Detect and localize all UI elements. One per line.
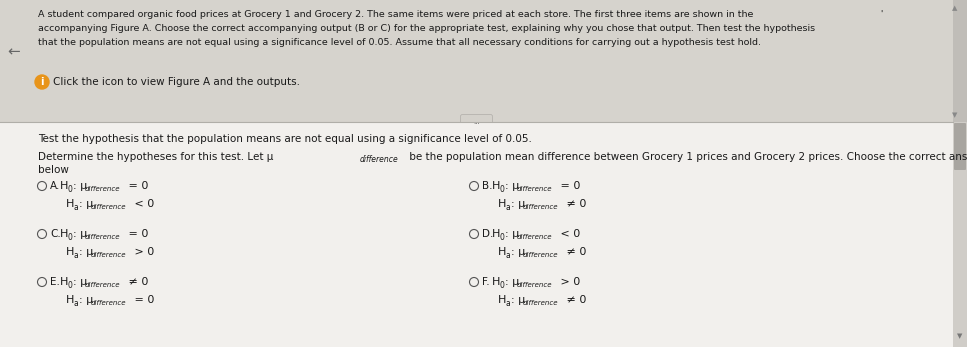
Text: ▼: ▼	[952, 112, 957, 118]
Text: = 0: = 0	[131, 295, 155, 305]
Text: 0: 0	[500, 232, 505, 242]
Text: H: H	[492, 181, 500, 191]
Text: : μ: : μ	[73, 229, 87, 239]
Text: a: a	[74, 203, 78, 212]
Text: : μ: : μ	[511, 199, 525, 209]
Text: 0: 0	[500, 185, 505, 194]
Text: difference: difference	[91, 300, 127, 306]
Text: a: a	[74, 251, 78, 260]
Text: ...: ...	[473, 119, 480, 125]
Text: : μ: : μ	[505, 229, 519, 239]
Text: Test the hypothesis that the population means are not equal using a significance: Test the hypothesis that the population …	[38, 134, 532, 144]
Text: difference: difference	[360, 155, 398, 164]
Text: F.: F.	[482, 277, 489, 287]
Text: H: H	[498, 247, 507, 257]
Text: H: H	[66, 295, 74, 305]
Text: : μ: : μ	[79, 199, 93, 209]
Text: a: a	[74, 298, 78, 307]
Text: H: H	[492, 229, 500, 239]
Text: 0: 0	[68, 280, 73, 289]
Text: : μ: : μ	[511, 247, 525, 257]
FancyBboxPatch shape	[953, 0, 967, 122]
Text: H: H	[60, 277, 69, 287]
Text: > 0: > 0	[557, 277, 580, 287]
FancyBboxPatch shape	[0, 122, 953, 347]
FancyBboxPatch shape	[0, 0, 953, 122]
Text: Click the icon to view Figure A and the outputs.: Click the icon to view Figure A and the …	[53, 77, 300, 87]
Text: A.: A.	[50, 181, 60, 191]
Text: H: H	[498, 199, 507, 209]
Text: H: H	[60, 229, 69, 239]
Text: 0: 0	[68, 185, 73, 194]
Text: difference: difference	[517, 186, 552, 192]
Text: C.: C.	[50, 229, 61, 239]
Text: a: a	[506, 298, 511, 307]
Text: difference: difference	[517, 282, 552, 288]
Text: : μ: : μ	[73, 181, 87, 191]
Text: that the population means are not equal using a significance level of 0.05. Assu: that the population means are not equal …	[38, 38, 761, 47]
Text: < 0: < 0	[557, 229, 580, 239]
Text: : μ: : μ	[73, 277, 87, 287]
Text: H: H	[498, 295, 507, 305]
FancyBboxPatch shape	[954, 123, 966, 170]
Text: difference: difference	[91, 204, 127, 210]
Text: ▲: ▲	[952, 5, 957, 11]
Text: H: H	[66, 247, 74, 257]
Text: below: below	[38, 165, 69, 175]
Text: ≠ 0: ≠ 0	[563, 199, 586, 209]
Text: difference: difference	[523, 204, 559, 210]
Text: H: H	[492, 277, 500, 287]
Text: difference: difference	[523, 300, 559, 306]
Text: ≠ 0: ≠ 0	[563, 247, 586, 257]
Text: difference: difference	[91, 252, 127, 258]
Text: difference: difference	[517, 234, 552, 240]
Text: = 0: = 0	[557, 181, 580, 191]
Text: : μ: : μ	[511, 295, 525, 305]
Text: i: i	[41, 77, 44, 87]
Text: ≠ 0: ≠ 0	[125, 277, 148, 287]
Text: = 0: = 0	[125, 229, 148, 239]
Text: B.: B.	[482, 181, 492, 191]
Text: E.: E.	[50, 277, 60, 287]
Text: ': '	[880, 10, 882, 19]
Text: = 0: = 0	[125, 181, 148, 191]
Text: difference: difference	[85, 234, 121, 240]
Text: : μ: : μ	[505, 181, 519, 191]
Text: : μ: : μ	[79, 247, 93, 257]
Text: A student compared organic food prices at Grocery 1 and Grocery 2. The same item: A student compared organic food prices a…	[38, 10, 753, 19]
Text: accompanying Figure A. Choose the correct accompanying output (B or C) for the a: accompanying Figure A. Choose the correc…	[38, 24, 815, 33]
Text: H: H	[66, 199, 74, 209]
Text: ≠ 0: ≠ 0	[563, 295, 586, 305]
Text: : μ: : μ	[505, 277, 519, 287]
FancyBboxPatch shape	[953, 122, 967, 347]
Text: D.: D.	[482, 229, 493, 239]
Text: a: a	[506, 251, 511, 260]
Text: ▼: ▼	[957, 333, 963, 339]
Text: < 0: < 0	[131, 199, 155, 209]
Circle shape	[35, 75, 49, 89]
Text: a: a	[506, 203, 511, 212]
Text: difference: difference	[523, 252, 559, 258]
Text: > 0: > 0	[131, 247, 155, 257]
Text: 0: 0	[68, 232, 73, 242]
Text: ←: ←	[8, 44, 20, 59]
FancyBboxPatch shape	[460, 115, 492, 129]
Text: difference: difference	[85, 186, 121, 192]
Text: be the population mean difference between Grocery 1 prices and Grocery 2 prices.: be the population mean difference betwee…	[406, 152, 967, 162]
Text: H: H	[60, 181, 69, 191]
Text: difference: difference	[85, 282, 121, 288]
Text: 0: 0	[500, 280, 505, 289]
Text: : μ: : μ	[79, 295, 93, 305]
Text: Determine the hypotheses for this test. Let μ: Determine the hypotheses for this test. …	[38, 152, 274, 162]
